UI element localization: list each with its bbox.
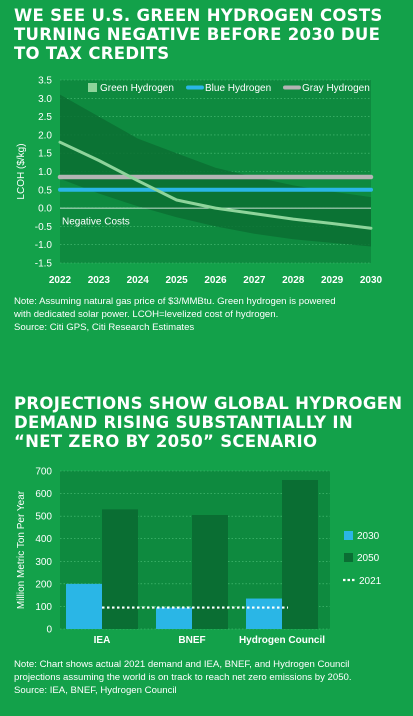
y-tick-label: 1.5 — [38, 149, 52, 160]
bar-2050-bnef — [192, 515, 228, 629]
y-tick-label: 3.5 — [38, 76, 52, 87]
x-tick-label: 2030 — [360, 275, 383, 286]
chart2-title: PROJECTIONS SHOW GLOBAL HYDROGEN DEMAND … — [14, 394, 402, 451]
y-tick-label: 1.0 — [38, 167, 52, 178]
legend-label: Gray Hydrogen — [302, 83, 370, 94]
x-tick-label: 2028 — [282, 275, 305, 286]
y-axis-label: LCOH ($/kg) — [16, 143, 27, 199]
x-tick-label: Hydrogen Council — [239, 635, 325, 646]
x-tick-label: 2025 — [166, 275, 189, 286]
y-tick-label: 400 — [35, 534, 52, 545]
x-tick-label: BNEF — [178, 635, 205, 646]
bar-2050-hydrogen-council — [282, 480, 318, 629]
y-tick-label: 500 — [35, 512, 52, 523]
chart2-title-line: DEMAND RISING SUBSTANTIALLY IN — [14, 413, 353, 432]
y-tick-label: 2.5 — [38, 112, 52, 123]
legend-swatch — [88, 83, 97, 92]
green-hydrogen-range-band — [60, 94, 371, 247]
x-tick-label: IEA — [94, 635, 111, 646]
lcoh-line-chart: 3.5 3.0 2.5 2.0 1.5 1.0 0.5 0.0 -0.5 -1.0 -1.5 2022… — [16, 76, 383, 287]
chart1-title-line: TO TAX CREDITS — [14, 44, 170, 63]
x-tick-label: 2022 — [49, 275, 72, 286]
y-tick-label: 300 — [35, 557, 52, 568]
chart2-note-line: Note: Chart shows actual 2021 demand and… — [14, 659, 350, 670]
y-tick-label: 700 — [35, 467, 52, 478]
y-tick-label: 200 — [35, 579, 52, 590]
bar-2030-hydrogen-council — [246, 598, 282, 629]
y-tick-label: 100 — [35, 602, 52, 613]
chart2-note-line: projections assuming the world is on tra… — [14, 672, 352, 683]
y-tick-label: -1.5 — [35, 259, 53, 270]
chart1-title-line: TURNING NEGATIVE BEFORE 2030 DUE — [14, 25, 381, 44]
chart2-title-line: “NET ZERO BY 2050” SCENARIO — [14, 432, 318, 451]
x-tick-label: 2023 — [88, 275, 111, 286]
chart1-notes: Note: Assuming natural gas price of $3/M… — [14, 295, 404, 334]
series-line-green-hydrogen — [58, 140, 373, 230]
y-tick-label: 0.5 — [38, 185, 52, 196]
legend-swatch — [344, 531, 353, 540]
y-axis-label: Million Metric Ton Per Year — [16, 490, 27, 609]
legend-label: Green Hydrogen — [100, 83, 174, 94]
y-tick-label: 0.0 — [38, 204, 52, 215]
y-tick-label: -1.0 — [35, 240, 53, 251]
x-tick-label: 2024 — [127, 275, 150, 286]
x-tick-label: 2027 — [243, 275, 266, 286]
chart2-source: Source: IEA, BNEF, Hydrogen Council — [14, 685, 177, 696]
chart1-title-line: WE SEE U.S. GREEN HYDROGEN COSTS — [14, 6, 383, 25]
negative-costs-annotation: Negative Costs — [62, 217, 130, 228]
chart1-note-line: with dedicated solar power. LCOH=leveliz… — [14, 309, 279, 320]
chart1-title: WE SEE U.S. GREEN HYDROGEN COSTS TURNING… — [14, 6, 383, 63]
x-tick-label: 2029 — [321, 275, 344, 286]
chart2-title-line: PROJECTIONS SHOW GLOBAL HYDROGEN — [14, 394, 403, 413]
bar-2050-iea — [102, 509, 138, 629]
legend-label: Blue Hydrogen — [205, 83, 271, 94]
chart1-note-line: Note: Assuming natural gas price of $3/M… — [14, 296, 336, 307]
y-tick-label: -0.5 — [35, 222, 53, 233]
y-tick-label: 600 — [35, 489, 52, 500]
bar-2030-bnef — [156, 607, 192, 629]
legend-label: 2030 — [357, 531, 380, 542]
chart1-source: Source: Citi GPS, Citi Research Estimate… — [14, 322, 195, 333]
bar-2030-iea — [66, 583, 102, 629]
y-tick-label: 0 — [46, 625, 52, 636]
y-tick-label: 2.0 — [38, 130, 52, 141]
legend-swatch — [344, 553, 353, 562]
chart2-notes: Note: Chart shows actual 2021 demand and… — [14, 658, 404, 697]
x-tick-label: 2026 — [204, 275, 227, 286]
y-tick-label: 3.0 — [38, 94, 52, 105]
legend-label: 2021 — [359, 576, 382, 587]
legend-label: 2050 — [357, 553, 380, 564]
